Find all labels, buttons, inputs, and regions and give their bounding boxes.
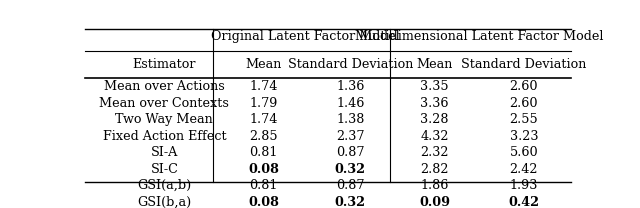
Text: 0.32: 0.32: [335, 163, 366, 176]
Text: 0.81: 0.81: [250, 146, 278, 159]
Text: 2.60: 2.60: [509, 97, 538, 110]
Text: 2.42: 2.42: [509, 163, 538, 176]
Text: Two Way Mean: Two Way Mean: [115, 113, 213, 126]
Text: GSI(a,b): GSI(a,b): [137, 179, 191, 192]
Text: 2.32: 2.32: [420, 146, 449, 159]
Text: 4.32: 4.32: [420, 130, 449, 143]
Text: 3.35: 3.35: [420, 80, 449, 93]
Text: Fixed Action Effect: Fixed Action Effect: [102, 130, 226, 143]
Text: Multidimensional Latent Factor Model: Multidimensional Latent Factor Model: [355, 30, 604, 43]
Text: 1.86: 1.86: [420, 179, 449, 192]
Text: Estimator: Estimator: [132, 58, 196, 71]
Text: 0.32: 0.32: [335, 196, 366, 208]
Text: GSI(b,a): GSI(b,a): [137, 196, 191, 208]
Text: 2.85: 2.85: [249, 130, 278, 143]
Text: Mean: Mean: [417, 58, 453, 71]
Text: 0.42: 0.42: [508, 196, 540, 208]
Text: 2.37: 2.37: [336, 130, 365, 143]
Text: 0.87: 0.87: [336, 179, 365, 192]
Text: 1.93: 1.93: [509, 179, 538, 192]
Text: 1.46: 1.46: [336, 97, 365, 110]
Text: Original Latent Factor Model: Original Latent Factor Model: [211, 30, 400, 43]
Text: 0.81: 0.81: [250, 179, 278, 192]
Text: 3.36: 3.36: [420, 97, 449, 110]
Text: Standard Deviation: Standard Deviation: [461, 58, 587, 71]
Text: 1.74: 1.74: [250, 113, 278, 126]
Text: 3.23: 3.23: [509, 130, 538, 143]
Text: 5.60: 5.60: [509, 146, 538, 159]
Text: 2.60: 2.60: [509, 80, 538, 93]
Text: Mean over Contexts: Mean over Contexts: [99, 97, 229, 110]
Text: SI-A: SI-A: [150, 146, 178, 159]
Text: SI-C: SI-C: [150, 163, 179, 176]
Text: 0.09: 0.09: [419, 196, 450, 208]
Text: 2.55: 2.55: [509, 113, 538, 126]
Text: Mean over Actions: Mean over Actions: [104, 80, 225, 93]
Text: Mean: Mean: [245, 58, 282, 71]
Text: 2.82: 2.82: [420, 163, 449, 176]
Text: 3.28: 3.28: [420, 113, 449, 126]
Text: 1.74: 1.74: [250, 80, 278, 93]
Text: 0.08: 0.08: [248, 196, 279, 208]
Text: 1.36: 1.36: [336, 80, 365, 93]
Text: 1.38: 1.38: [336, 113, 365, 126]
Text: 0.87: 0.87: [336, 146, 365, 159]
Text: 1.79: 1.79: [250, 97, 278, 110]
Text: Standard Deviation: Standard Deviation: [287, 58, 413, 71]
Text: 0.08: 0.08: [248, 163, 279, 176]
